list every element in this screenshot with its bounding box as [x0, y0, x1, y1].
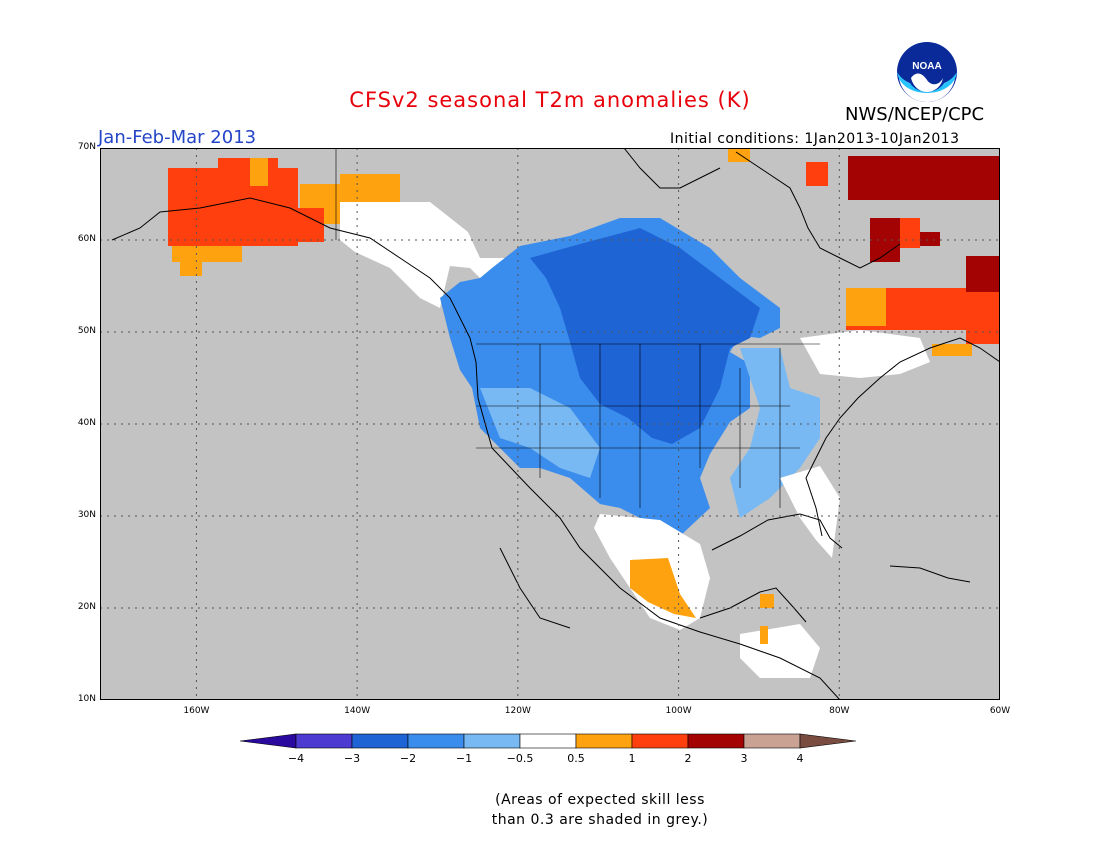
lon-label: 60W	[989, 706, 1011, 716]
lon-label: 120W	[504, 706, 531, 716]
lon-label: 140W	[344, 706, 371, 716]
lon-label: 160W	[183, 706, 210, 716]
svg-text:NOAA: NOAA	[912, 61, 941, 72]
noaa-logo: NOAA	[897, 42, 957, 102]
coastlines	[111, 148, 1000, 700]
chart-title: CFSv2 seasonal T2m anomalies (K)	[349, 88, 751, 112]
skill-note: (Areas of expected skill less than 0.3 a…	[460, 790, 740, 830]
southeast-weak-cold	[730, 348, 820, 518]
greenland-strong-warm	[848, 156, 1000, 262]
forecast-period: Jan-Feb-Mar 2013	[98, 127, 257, 148]
great-lakes-near-normal	[800, 330, 930, 378]
colorbar-box	[295, 733, 353, 749]
colorbar-label: −2	[400, 752, 416, 765]
map-frame	[100, 148, 1000, 700]
initial-conditions: Initial conditions: 1Jan2013-10Jan2013	[670, 131, 960, 147]
agency-label: NWS/NCEP/CPC	[845, 104, 985, 125]
colorbar-label: 4	[797, 752, 804, 765]
lat-label: 20N	[77, 602, 96, 612]
colorbar-box	[575, 733, 633, 749]
colorbar-box	[463, 733, 521, 749]
skill-note-line-2: than 0.3 are shaded in grey.)	[491, 812, 709, 828]
colorbar-arrow-high	[799, 733, 857, 749]
lat-label: 10N	[77, 694, 96, 704]
color-bar: −4 −3 −2 −1 −0.5 0.5 1 2 3 4	[239, 733, 857, 765]
lat-label: 40N	[77, 418, 96, 428]
state-borders	[335, 148, 820, 508]
yukon-warm-anomaly	[340, 174, 400, 202]
colorbar-arrow-low	[239, 733, 297, 749]
lon-label: 80W	[829, 706, 850, 716]
colorbar-label: −4	[288, 752, 304, 765]
colorbar-box	[687, 733, 745, 749]
strong-cold-core	[530, 228, 760, 444]
colorbar-label: −3	[344, 752, 360, 765]
lat-label: 70N	[77, 142, 96, 152]
lon-label: 100W	[665, 706, 692, 716]
quebec-warm-anomaly	[846, 256, 1000, 356]
lat-label: 30N	[77, 510, 96, 520]
colorbar-label: 1	[629, 752, 636, 765]
map-gridlines	[100, 148, 1000, 700]
colorbar-box	[351, 733, 409, 749]
skill-note-line-1: (Areas of expected skill less	[495, 792, 705, 808]
colorbar-label: 0.5	[567, 752, 585, 765]
colorbar-box	[631, 733, 689, 749]
alaska-warm-anomaly	[168, 158, 340, 276]
lat-label: 50N	[77, 326, 96, 336]
colorbar-box	[743, 733, 801, 749]
colorbar-label: −0.5	[507, 752, 534, 765]
colorbar-box	[407, 733, 465, 749]
colorbar-label: 2	[685, 752, 692, 765]
colorbar-box	[519, 733, 577, 749]
southeast-near-normal	[780, 466, 840, 558]
colorbar-label: 3	[741, 752, 748, 765]
anomaly-map	[100, 148, 1000, 700]
colorbar-label: −1	[456, 752, 472, 765]
lat-label: 60N	[77, 234, 96, 244]
mexico-warm-anomaly	[630, 558, 696, 618]
